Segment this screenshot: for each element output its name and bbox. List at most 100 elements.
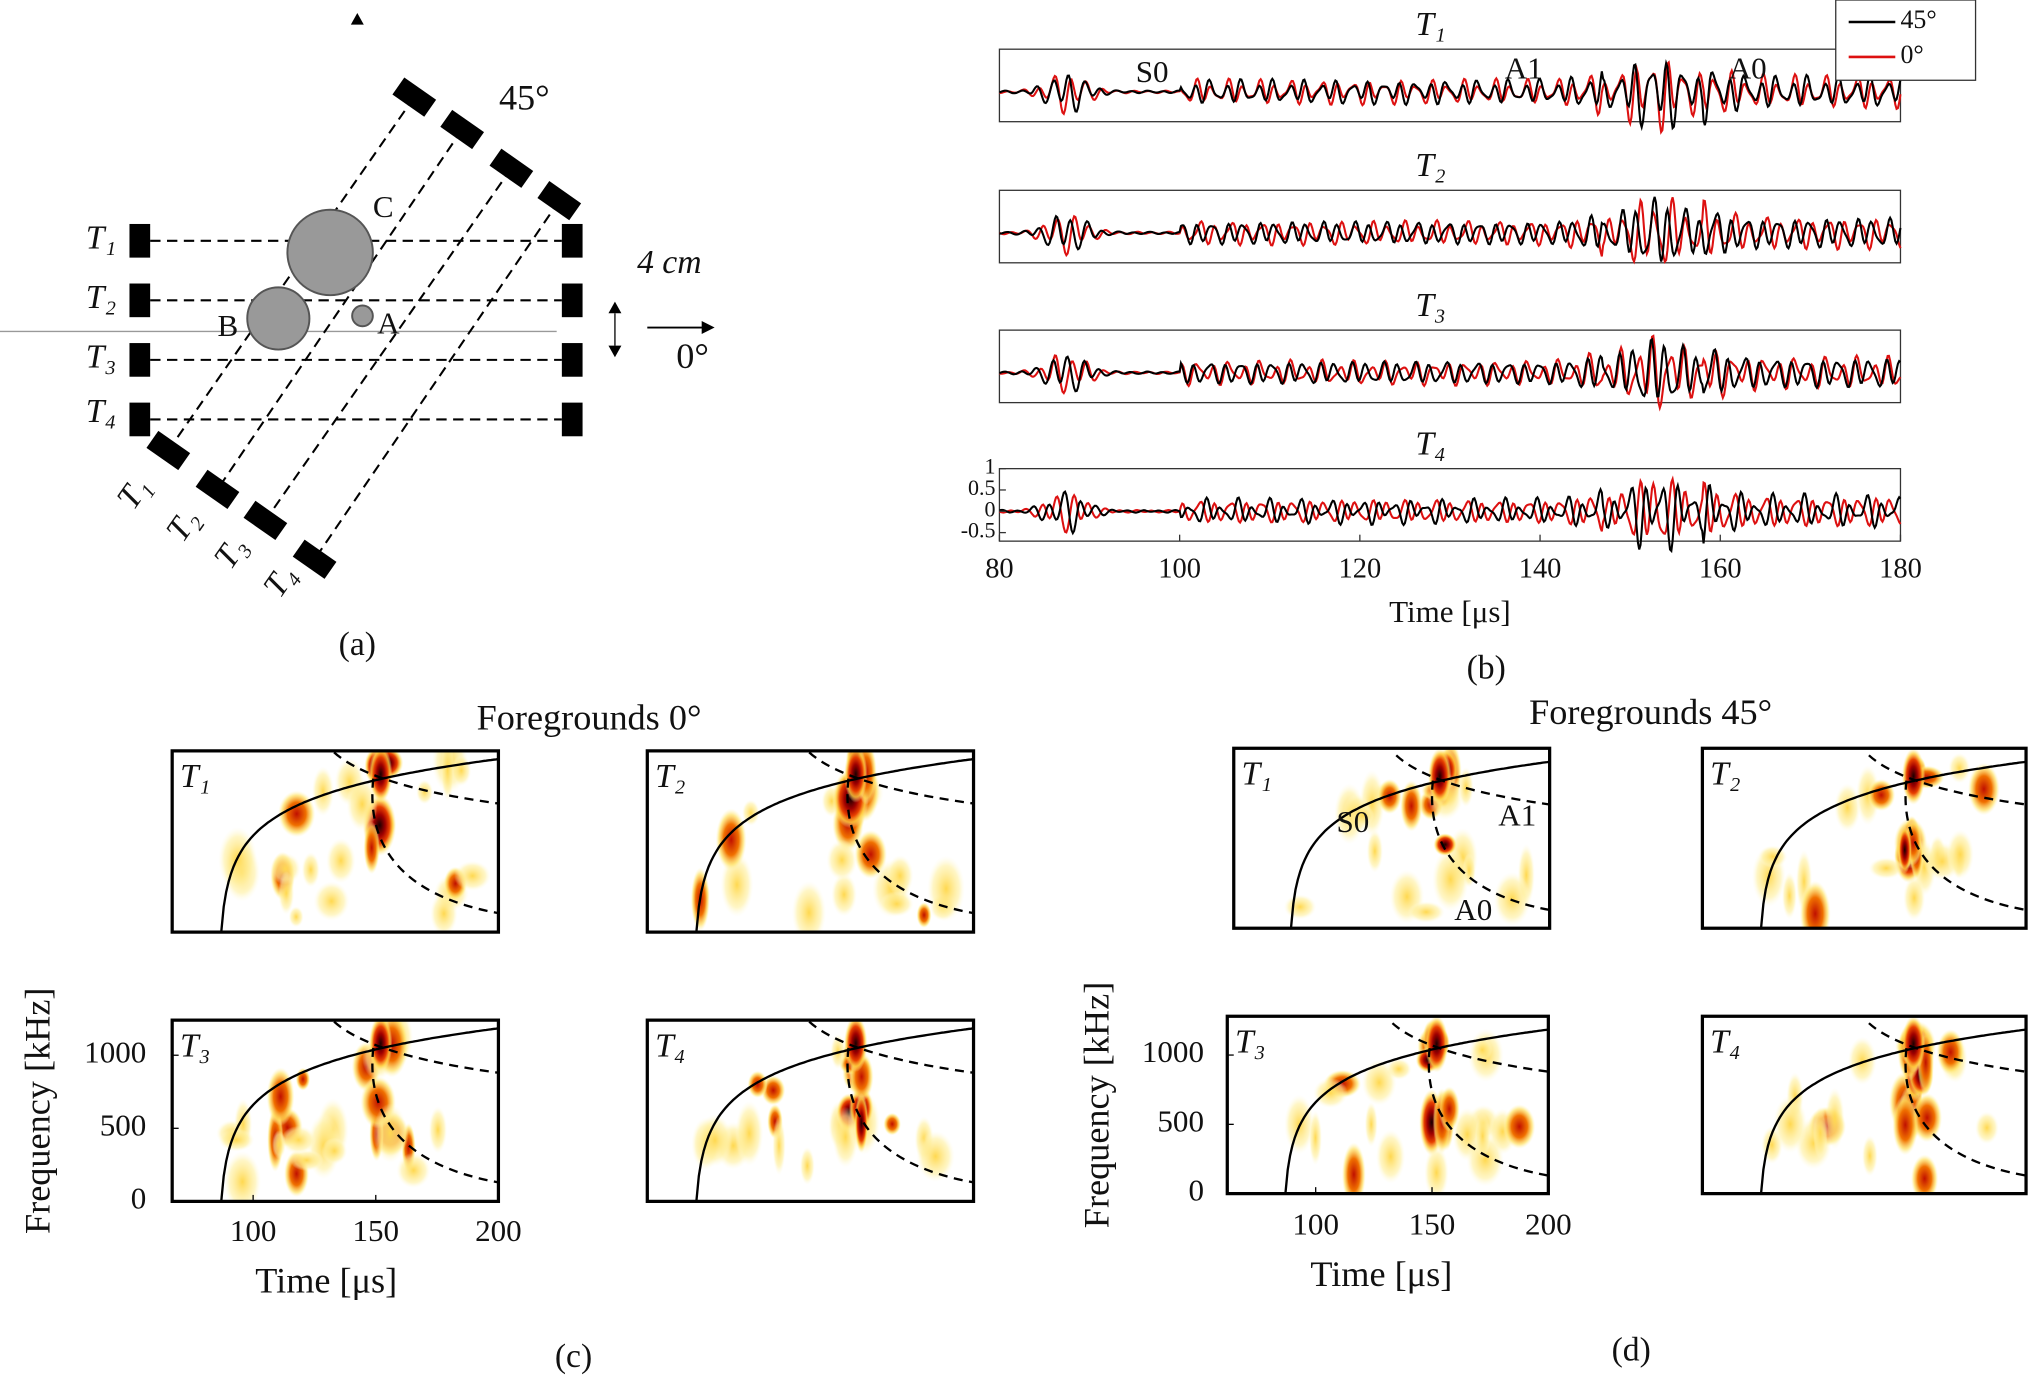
a1-curve: [1395, 754, 1550, 806]
angle-label: 45°: [499, 77, 550, 117]
energy-blob: [1361, 1059, 1397, 1106]
mode-label: S0: [1136, 54, 1169, 89]
transducer-label: T₂: [86, 279, 116, 316]
energy-blob: [363, 821, 380, 875]
transducer-label: T₂: [159, 502, 207, 548]
y-tick-label: 1000: [1142, 1034, 1204, 1069]
panel-title: Foregrounds 45°: [1529, 692, 1772, 732]
subplot-label: T₂: [655, 758, 685, 795]
subplot-label: T₃: [180, 1027, 210, 1064]
subplot-title: T₁: [1415, 6, 1445, 43]
transducer-label: T₃: [207, 529, 255, 575]
axes-box: [1232, 746, 1552, 930]
subplot-title: T₄: [1415, 425, 1445, 462]
energy-blob: [289, 1149, 324, 1171]
s0-curve: [1759, 760, 2027, 929]
energy-blob: [1936, 1029, 1965, 1076]
legend-box: [1835, 0, 1977, 81]
x-tick-label: 100: [1158, 553, 1201, 584]
subplot-label: T₄: [1710, 1023, 1740, 1060]
subplot-label: T₁: [180, 758, 210, 795]
x-axis-label: Time [μs]: [255, 1261, 397, 1301]
subplot-label: T₃: [1235, 1023, 1265, 1060]
energy-blob: [1472, 1038, 1493, 1062]
energy-blob: [826, 839, 858, 881]
a1-curve: [1391, 1022, 1549, 1073]
s0-curve: [220, 757, 499, 933]
s0-curve: [695, 1027, 974, 1202]
transducer-label: T₁: [110, 470, 158, 516]
energy-blob: [747, 1070, 768, 1099]
waveform: [999, 475, 1902, 537]
s0-curve: [1284, 1028, 1549, 1194]
subplot-label: T₂: [1710, 755, 1740, 792]
x-tick-label: 100: [1292, 1206, 1339, 1241]
energy-blob: [428, 1106, 448, 1154]
energy-blob: [1901, 748, 1926, 805]
energy-blob: [1892, 1094, 1919, 1156]
axes-box: [645, 749, 976, 934]
x-tick-label: 200: [1525, 1206, 1572, 1241]
energy-blob: [440, 750, 455, 802]
energy-blob: [1799, 880, 1831, 929]
a1-curve: [1868, 1022, 2027, 1073]
s0-curve: [1759, 1028, 2027, 1194]
mode-label: A0: [1729, 50, 1767, 85]
transducers: [129, 77, 583, 579]
spectrogram: [1283, 748, 1550, 929]
energy-blob: [1868, 857, 1904, 879]
subplot-title: T₂: [1415, 147, 1445, 184]
mode-label: A1: [1505, 50, 1543, 85]
energy-blob: [1503, 1104, 1536, 1149]
y-axis-label: Frequency [kHz]: [18, 988, 58, 1234]
energy-blob: [416, 779, 434, 805]
energy-blob: [1283, 894, 1317, 920]
panel-label: (c): [555, 1338, 592, 1375]
y-tick-label: -0.5: [961, 518, 996, 543]
a0-curve: [846, 1047, 974, 1184]
energy-blob: [1400, 780, 1423, 832]
paths: [150, 96, 562, 560]
energy-blob: [430, 891, 458, 933]
energy-blob: [280, 1125, 317, 1155]
energy-blob: [916, 902, 932, 928]
axes-box: [1700, 746, 2028, 930]
energy-blob: [1773, 1095, 1807, 1153]
axes-box: [170, 749, 501, 934]
energy-blob: [1364, 1101, 1378, 1147]
energy-blob: [266, 1067, 295, 1126]
x-tick-label: 140: [1519, 553, 1562, 584]
axes-box: [998, 189, 1902, 264]
energy-blob: [799, 1146, 815, 1185]
mode-label: S0: [1336, 804, 1369, 839]
energy-blob: [1948, 752, 1971, 784]
waveform: [999, 337, 1902, 398]
energy-blob: [854, 1092, 869, 1153]
spectrogram: [218, 750, 499, 933]
a0-curve: [1904, 1048, 2027, 1177]
energy-blob: [1974, 1111, 1999, 1145]
a0-curve: [846, 778, 974, 915]
energy-blob: [301, 852, 320, 888]
spectrogram: [691, 1020, 974, 1202]
y-tick-label: 0: [131, 1181, 147, 1216]
energy-blob: [321, 1137, 348, 1165]
energy-blob: [326, 838, 356, 884]
a1-curve: [333, 751, 499, 805]
energy-blob: [1313, 1077, 1348, 1109]
energy-blob: [396, 1152, 431, 1189]
y-tick-label: 1000: [84, 1034, 146, 1069]
defect-label: B: [217, 308, 238, 343]
waveform: [999, 59, 1902, 132]
s0-curve: [695, 757, 974, 933]
energy-blob: [879, 891, 914, 917]
panel-a: [0, 12, 715, 579]
marker: [350, 12, 364, 25]
x-axis-label: Time [μs]: [1310, 1254, 1452, 1294]
x-tick-label: 180: [1879, 553, 1922, 584]
energy-blob: [1308, 1110, 1322, 1166]
y-tick-label: 0: [1188, 1173, 1204, 1208]
transducer-label: T₄: [256, 558, 304, 604]
legend-label: 0°: [1900, 40, 1923, 69]
